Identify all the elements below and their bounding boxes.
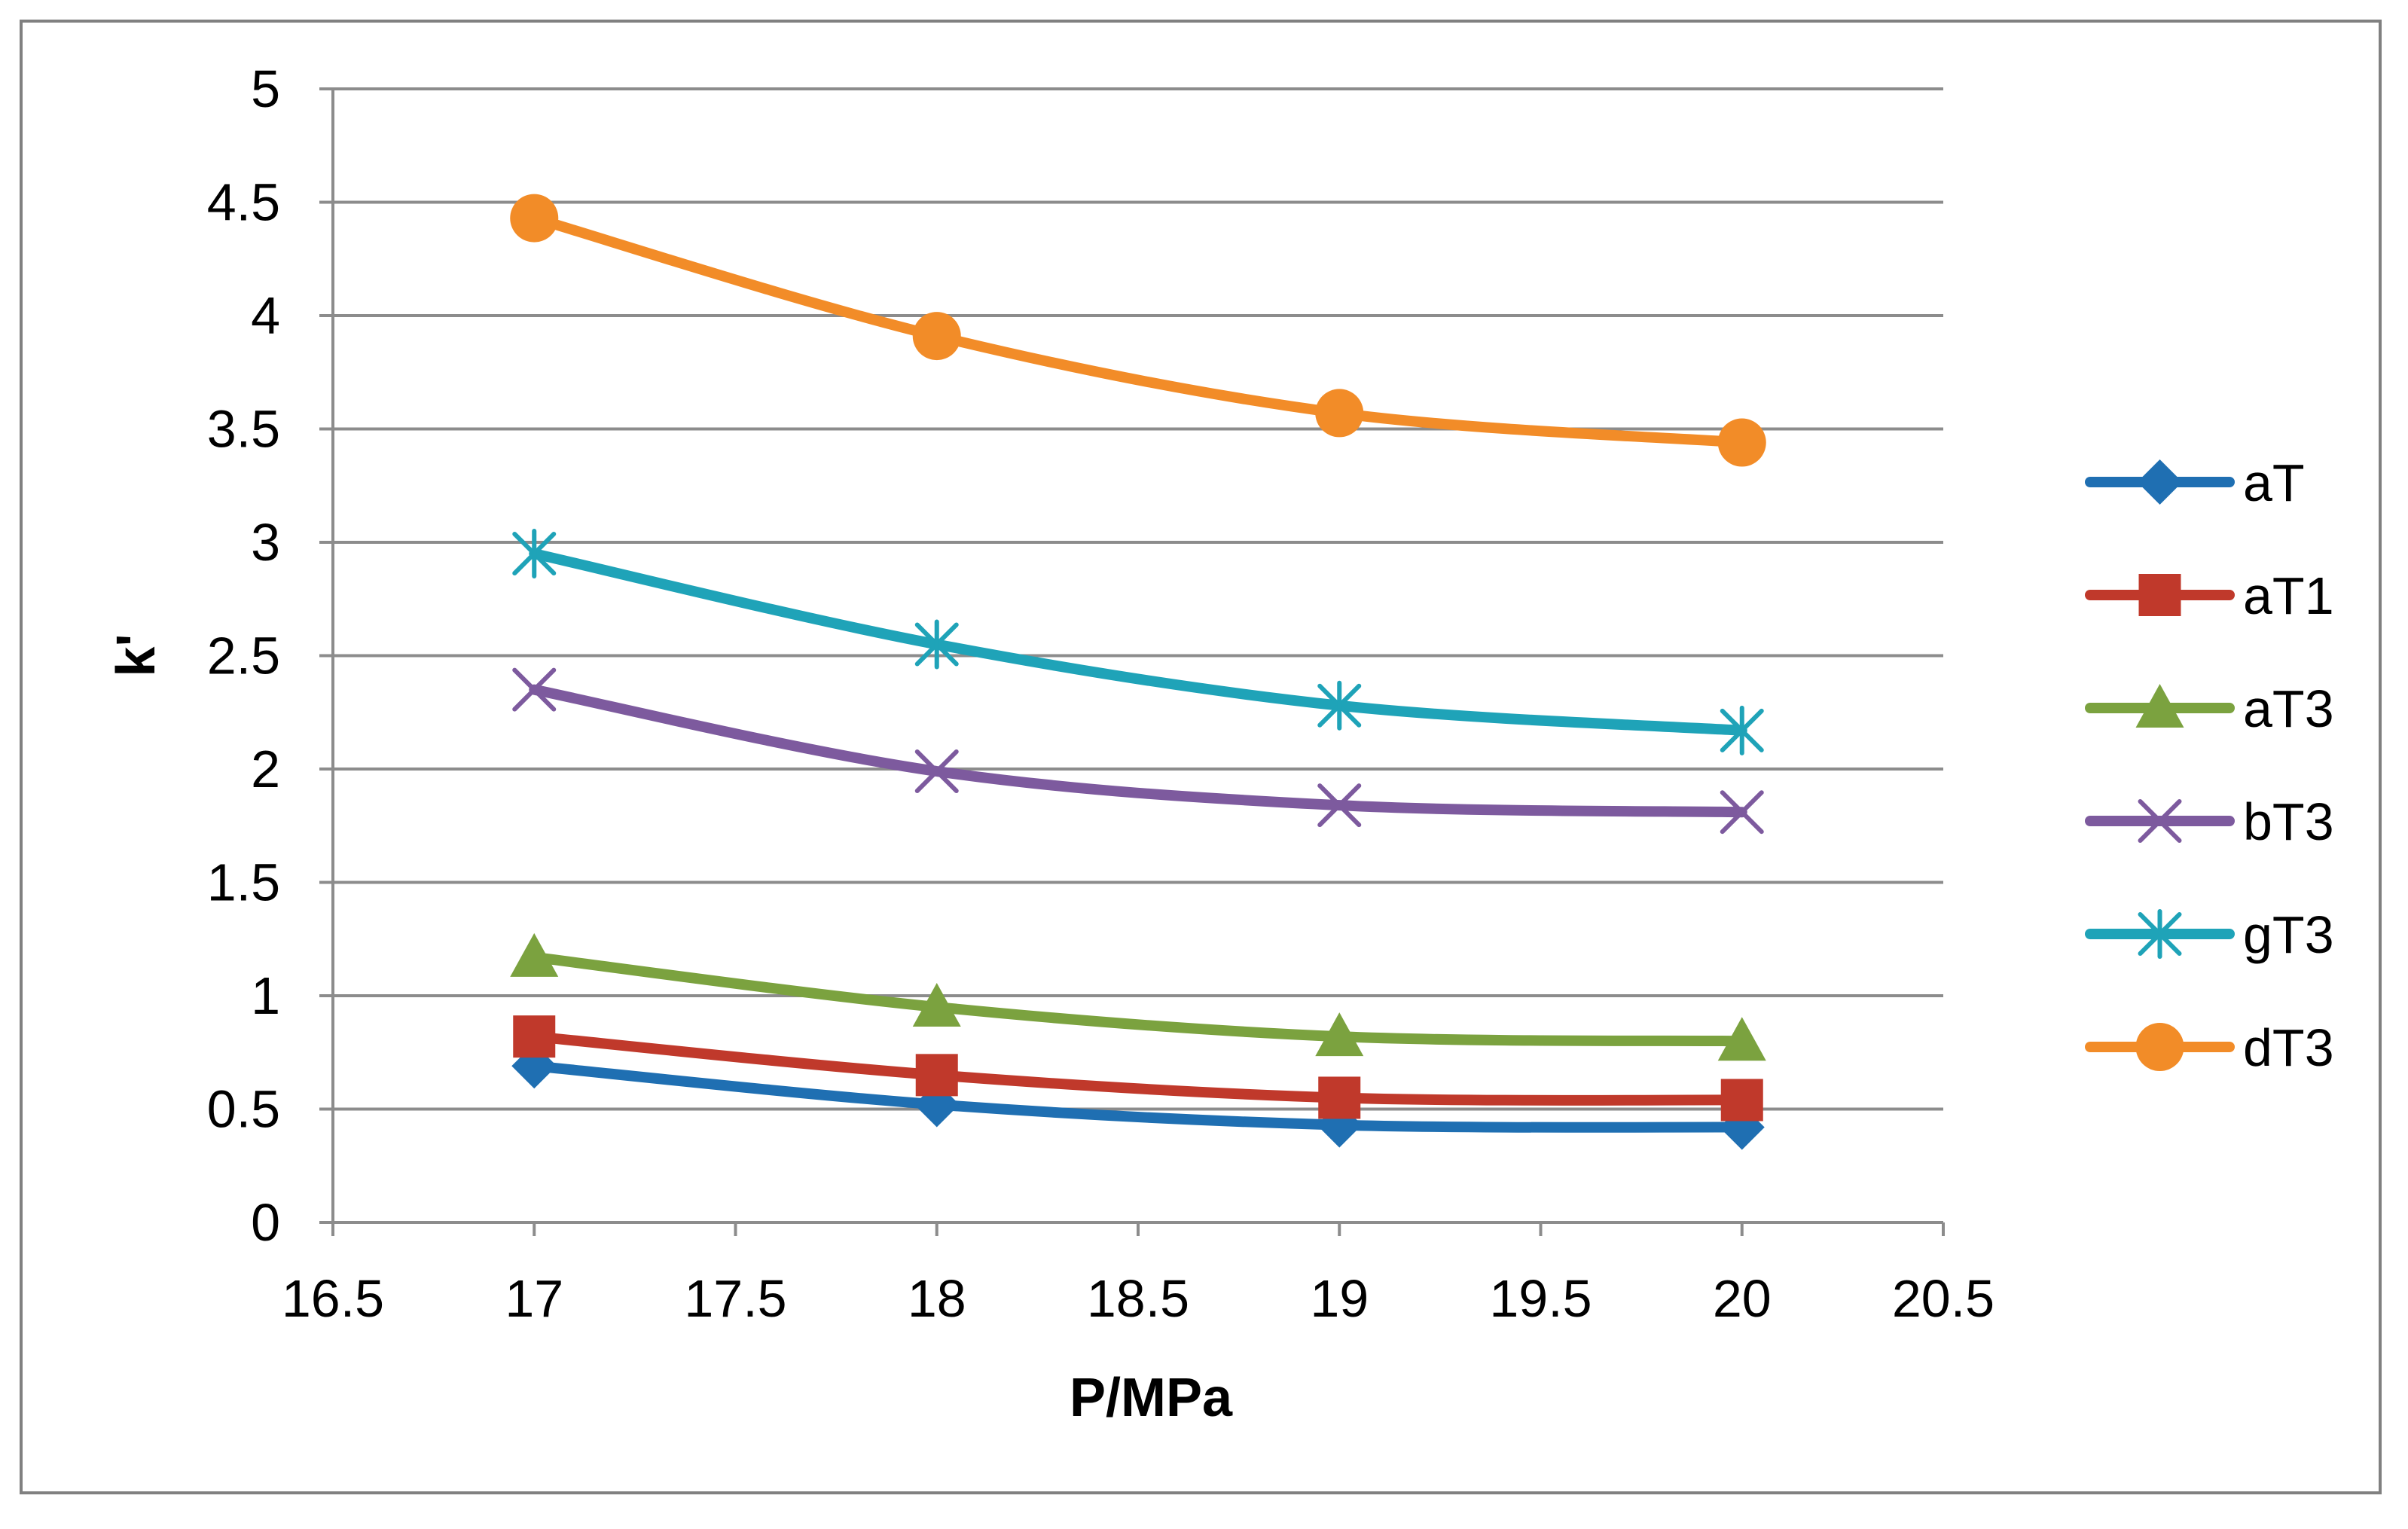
y-tick-label-10: 5 xyxy=(251,60,280,118)
data-point-bT3-0 xyxy=(512,667,557,712)
legend-entry-aT3: aT3 xyxy=(2085,679,2334,738)
y-tick-label-3: 1.5 xyxy=(207,853,280,912)
series-gT3 xyxy=(512,529,1764,755)
legend-entry-aT1: aT1 xyxy=(2085,566,2334,625)
series-aT3 xyxy=(510,932,1766,1061)
data-point-aT3-0 xyxy=(510,932,559,977)
data-point-gT3-3 xyxy=(1720,705,1764,755)
data-point-aT1-1 xyxy=(915,1054,958,1097)
legend-marker-dT3 xyxy=(2135,1023,2184,1071)
data-point-aT3-1 xyxy=(912,983,961,1027)
legend-entry-bT3: bT3 xyxy=(2085,792,2334,851)
data-point-aT1-2 xyxy=(1318,1076,1361,1119)
legend-marker-gT3 xyxy=(2138,909,2182,959)
y-tick-label-0: 0 xyxy=(251,1193,280,1252)
x-tick-label-5: 19 xyxy=(1310,1269,1369,1328)
x-tick-label-3: 18 xyxy=(908,1269,966,1328)
y-tick-label-4: 2 xyxy=(251,740,280,798)
legend-label-aT3: aT3 xyxy=(2243,679,2334,738)
legend-entry-aT: aT xyxy=(2085,453,2305,512)
legend-marker-aT1 xyxy=(2138,574,2181,616)
series-line-gT3 xyxy=(529,548,1747,736)
data-point-bT3-1 xyxy=(914,749,959,794)
x-tick-label-7: 20 xyxy=(1713,1269,1772,1328)
x-tick-label-4: 18.5 xyxy=(1087,1269,1189,1328)
series-line-aT3 xyxy=(529,951,1747,1047)
series-line-dT3 xyxy=(529,212,1747,448)
legend-label-dT3: dT3 xyxy=(2243,1018,2334,1077)
data-point-dT3-2 xyxy=(1315,389,1364,438)
series-dT3 xyxy=(510,194,1766,467)
series-aT1 xyxy=(513,1015,1763,1122)
data-point-gT3-0 xyxy=(512,529,557,579)
y-tick-label-6: 3 xyxy=(251,513,280,572)
x-tick-label-6: 19.5 xyxy=(1489,1269,1592,1328)
data-point-aT1-3 xyxy=(1720,1079,1763,1122)
data-point-dT3-1 xyxy=(912,312,961,361)
legend-entry-dT3: dT3 xyxy=(2085,1018,2334,1077)
data-point-aT1-0 xyxy=(513,1015,556,1058)
y-tick-label-8: 4 xyxy=(251,286,280,345)
grid xyxy=(333,87,1943,1111)
legend-marker-aT xyxy=(2137,459,2183,505)
x-tick-label-1: 17 xyxy=(505,1269,563,1328)
x-axis-title: P/MPa xyxy=(1070,1368,1233,1428)
series-group xyxy=(510,194,1766,1150)
y-tick-label-1: 0.5 xyxy=(207,1080,280,1139)
data-point-dT3-0 xyxy=(510,194,559,243)
series-line-bT3 xyxy=(529,684,1747,818)
y-tick-labels: 0 0.5 1 1.5 2 2.5 3 3.5 4 4.5 5 xyxy=(207,60,280,1252)
y-tick-label-7: 3.5 xyxy=(207,400,280,459)
legend-marker-bT3 xyxy=(2138,799,2182,843)
x-tick-label-8: 20.5 xyxy=(1892,1269,1994,1328)
y-tick-label-5: 2.5 xyxy=(207,627,280,685)
legend-entry-gT3: gT3 xyxy=(2085,905,2334,964)
data-point-gT3-1 xyxy=(914,619,959,670)
y-tick-label-2: 1 xyxy=(251,966,280,1025)
x-tick-label-0: 16.5 xyxy=(282,1269,384,1328)
legend-marker-aT3 xyxy=(2135,684,2184,728)
y-axis-title: k' xyxy=(106,633,166,676)
legend-label-bT3: bT3 xyxy=(2243,792,2334,851)
series-line-aT1 xyxy=(529,1031,1747,1106)
legend-label-aT: aT xyxy=(2243,453,2305,512)
legend: aT aT1 aT3 bT3 gT3 dT3 xyxy=(2085,453,2334,1077)
chart-frame xyxy=(20,20,2382,1494)
series-line-aT xyxy=(529,1061,1747,1133)
data-point-aT3-3 xyxy=(1717,1017,1766,1061)
x-tick-label-2: 17.5 xyxy=(684,1269,786,1328)
data-point-aT3-2 xyxy=(1315,1012,1364,1057)
legend-label-gT3: gT3 xyxy=(2243,905,2334,964)
data-point-bT3-2 xyxy=(1317,783,1362,828)
axes xyxy=(319,87,1945,1236)
legend-label-aT1: aT1 xyxy=(2243,566,2334,625)
data-point-bT3-3 xyxy=(1720,790,1764,835)
data-point-gT3-2 xyxy=(1317,680,1362,731)
y-tick-label-9: 4.5 xyxy=(207,173,280,232)
data-point-dT3-3 xyxy=(1717,418,1766,467)
series-bT3 xyxy=(512,667,1764,835)
x-tick-labels: 16.5 17 17.5 18 18.5 19 19.5 20 20.5 xyxy=(282,1269,1994,1328)
